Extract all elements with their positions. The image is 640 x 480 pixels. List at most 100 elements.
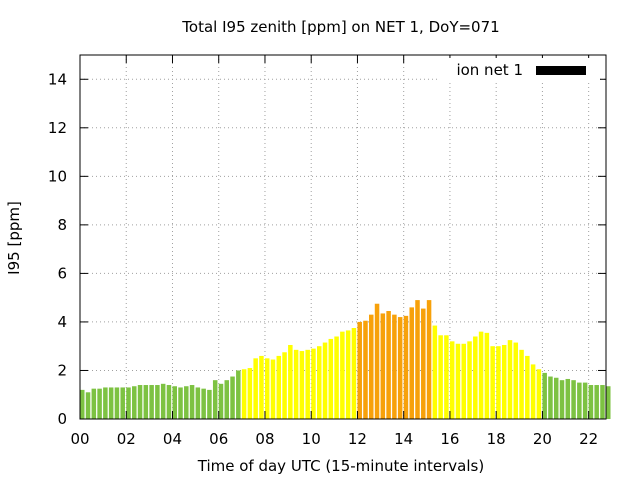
bar [103,387,108,419]
bar [276,355,282,419]
bar [108,387,114,419]
x-tick-label: 20 [533,430,552,448]
y-tick-label: 12 [48,119,67,137]
bar [369,314,374,419]
y-tick-label: 10 [48,167,67,185]
y-axis-label: I95 [ppm] [5,201,23,275]
bar [195,387,201,419]
bar [496,346,501,419]
bar [490,346,495,419]
bar [340,331,345,419]
bar [218,383,224,419]
bar [155,385,160,419]
bar [264,358,270,419]
bar [438,335,443,419]
bar [507,340,513,419]
x-tick-label: 14 [394,430,413,448]
bar [160,383,166,419]
y-tick-label: 8 [57,216,67,234]
plot-frame [79,54,607,420]
y-tick-label: 6 [57,264,67,282]
bar [126,387,131,419]
bar [132,386,137,419]
x-tick-label: 02 [117,430,136,448]
bar [230,376,235,419]
bar [351,328,357,419]
grid-lines [80,55,606,419]
bar [363,320,368,419]
bar [606,386,611,419]
bar [530,364,536,419]
bar [525,355,530,419]
y-tick-label: 4 [57,313,67,331]
bar [114,387,120,419]
bar [259,355,264,419]
bar [357,321,362,419]
bar [374,303,380,419]
legend: ion net 1 [440,58,600,82]
bar [345,330,351,419]
bar [409,307,414,419]
bar [421,308,426,419]
bar [212,380,218,419]
bar [149,385,154,419]
bar [571,380,576,419]
bar [478,331,484,419]
bar [253,358,258,419]
bar [288,344,293,419]
x-tick-label: 08 [255,430,274,448]
bar [588,385,594,419]
bar [380,313,386,419]
bar [386,311,391,419]
bar [282,352,287,419]
x-tick-label: 22 [579,430,598,448]
bar [120,387,125,419]
y-tick-label: 14 [48,70,67,88]
bar [334,336,339,419]
bar [548,376,553,419]
bar [201,388,206,419]
y-tick-label: 2 [57,361,67,379]
bar [519,349,524,419]
bar [461,343,467,419]
bar [97,388,102,419]
bar [536,369,542,419]
bar [432,325,438,419]
bar [80,389,85,419]
bar [444,335,449,419]
bar [415,300,420,419]
bar [236,370,241,419]
bar [426,300,432,419]
legend-swatch [536,66,586,75]
bar [224,380,230,419]
bar [166,385,172,419]
bar [172,386,177,419]
y-tick-label: 0 [57,410,67,428]
bar [305,349,310,419]
bar [553,377,559,419]
x-tick-label: 10 [302,430,321,448]
bar [600,385,605,419]
bar [178,387,183,419]
bar [594,385,599,419]
bars [80,300,611,419]
bar [137,385,143,419]
bar [270,359,276,419]
x-tick-label: 16 [440,430,459,448]
bar [143,385,149,419]
bar [91,388,97,419]
x-axis-label: Time of day UTC (15-minute intervals) [197,457,484,475]
legend-label: ion net 1 [456,61,523,79]
bar [582,382,588,419]
x-tick-label: 18 [487,430,506,448]
bar [207,389,212,419]
bar [403,315,409,419]
bar [293,349,299,419]
bar [299,351,305,419]
bar [392,314,397,419]
bar [184,386,189,419]
bar [467,341,472,419]
bar [559,380,565,419]
bar [241,369,247,419]
